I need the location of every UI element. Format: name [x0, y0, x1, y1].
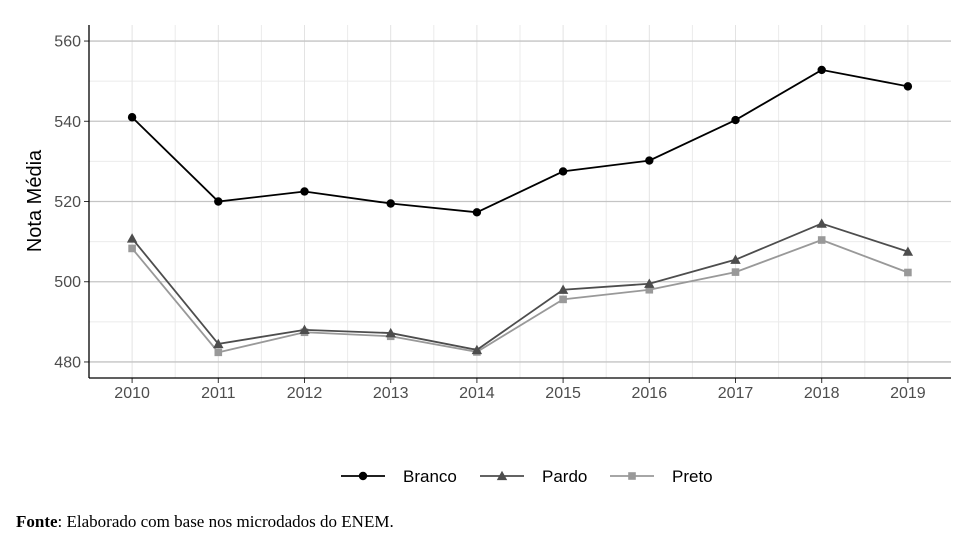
data-point-branco — [472, 208, 482, 217]
data-point-preto — [128, 244, 136, 253]
data-point-pardo — [557, 284, 569, 294]
data-point-preto — [645, 285, 654, 294]
x-tick-label: 2013 — [373, 385, 409, 402]
x-tick-label: 2016 — [632, 385, 668, 402]
legend-item-branco: Branco — [341, 467, 457, 486]
data-point-branco — [300, 187, 309, 196]
x-tick-label: 2017 — [718, 385, 754, 402]
data-point-pardo — [299, 324, 310, 335]
data-point-branco — [731, 115, 740, 125]
data-point-pardo — [126, 233, 138, 243]
x-tick-label: 2015 — [545, 385, 581, 402]
x-tick-label: 2014 — [459, 385, 495, 402]
y-tick-label: 520 — [54, 194, 81, 211]
source-note: Fonte: Elaborado com base nos microdados… — [16, 512, 394, 532]
legend-item-preto: Preto — [610, 467, 713, 486]
series-branco — [127, 65, 913, 217]
data-point-branco — [386, 199, 395, 208]
data-point-pardo — [816, 218, 827, 228]
data-point-preto — [731, 268, 740, 276]
source-label: Fonte — [16, 512, 58, 531]
y-tick-label: 480 — [54, 354, 81, 371]
legend: Branco Pardo Preto — [341, 467, 713, 486]
data-point-branco — [558, 167, 568, 176]
series-pardo — [126, 218, 914, 355]
legend-label: Preto — [672, 467, 713, 486]
x-tick-labels: 2010 2011 2012 2013 2014 2015 2016 2017 2018 2019 — [114, 385, 925, 402]
y-tick-labels: 480 500 520 540 560 — [54, 34, 81, 372]
data-point-branco — [214, 197, 223, 206]
y-tick-label: 540 — [54, 114, 81, 131]
legend-key-marker — [358, 471, 368, 481]
legend-item-pardo: Pardo — [480, 467, 587, 486]
series-line-preto — [131, 239, 909, 354]
data-point-branco — [817, 65, 826, 75]
data-point-preto — [904, 268, 912, 277]
y-axis-title: Nota Média — [24, 149, 46, 252]
data-point-preto — [214, 348, 223, 357]
series-layer — [126, 65, 914, 357]
x-tick-label: 2010 — [114, 385, 150, 402]
x-tick-label: 2019 — [890, 385, 926, 402]
data-point-pardo — [644, 278, 655, 288]
legend-label: Pardo — [542, 467, 587, 486]
y-tick-label: 500 — [54, 274, 81, 291]
legend-key-marker — [496, 470, 508, 481]
series-line-pardo — [131, 222, 909, 351]
line-chart: 480 500 520 540 560 2010 2011 2012 2013 2014 2015… — [24, 25, 951, 486]
major-gridlines — [89, 25, 951, 378]
data-point-pardo — [385, 327, 396, 338]
data-point-branco — [645, 156, 654, 165]
data-point-pardo — [730, 254, 741, 264]
axes — [84, 25, 951, 383]
data-point-preto — [559, 295, 567, 304]
source-text: : Elaborado com base nos microdados do E… — [57, 512, 394, 531]
x-tick-label: 2018 — [804, 385, 840, 402]
series-line-branco — [131, 68, 909, 214]
y-tick-label: 560 — [54, 34, 81, 51]
x-tick-label: 2011 — [201, 385, 236, 402]
data-point-pardo — [213, 338, 224, 349]
legend-key-marker — [628, 472, 636, 480]
x-tick-label: 2012 — [287, 385, 323, 402]
data-point-preto — [817, 236, 826, 244]
data-point-pardo — [471, 344, 483, 355]
legend-label: Branco — [403, 467, 457, 486]
data-point-pardo — [902, 246, 914, 256]
data-point-branco — [127, 113, 137, 122]
data-point-branco — [903, 82, 913, 91]
